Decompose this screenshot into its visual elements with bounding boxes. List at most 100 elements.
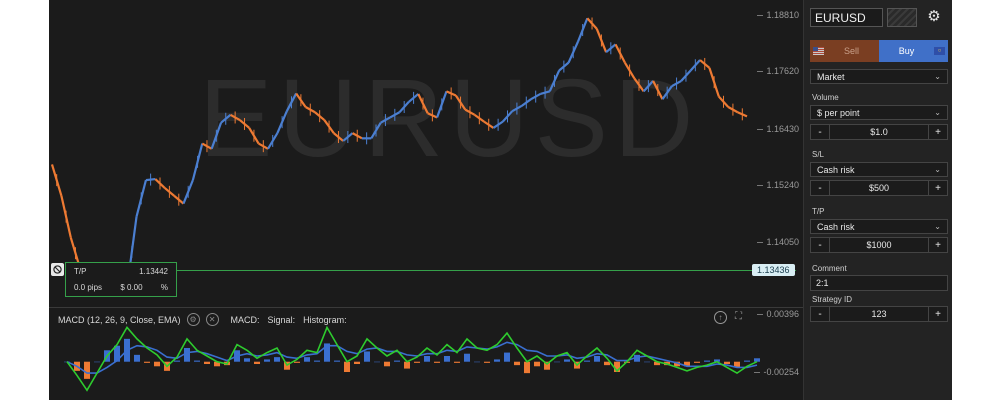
histogram-bar [354,361,360,364]
macd-axis-label: 0.00396 [757,309,799,319]
settings-gear-icon[interactable]: ⚙ [927,8,941,25]
tp-stepper[interactable]: - $1000 + [810,237,948,253]
cancel-tp-icon[interactable] [51,263,64,276]
tp-mode-select[interactable]: Cash risk ⌄ [810,219,948,234]
histogram-bar [364,351,370,362]
volume-stepper[interactable]: - $1.0 + [810,124,948,140]
histogram-bar [384,361,390,367]
tp-box-price: 1.13442 [139,267,168,276]
tp-value[interactable]: $1000 [866,240,892,250]
histogram-bar [504,352,510,362]
sl-label: S/L [812,150,825,159]
histogram-bar [374,361,380,363]
take-profit-line[interactable] [176,270,796,271]
strategy-id-stepper[interactable]: - 123 + [810,306,948,322]
sl-mode-select[interactable]: Cash risk ⌄ [810,162,948,177]
take-profit-box[interactable]: T/P 1.13442 0.0 pips $ 0.00 % [65,262,177,297]
symbol-color-swatch[interactable] [887,8,917,27]
chevron-down-icon: ⌄ [934,72,941,81]
tp-mode-value: Cash risk [817,221,855,232]
tp-box-percent: % [160,283,168,292]
arrow-up-icon[interactable]: ↑ [714,311,727,324]
symbol-watermark: EURUSD [199,57,700,180]
us-flag-icon [813,47,824,55]
histogram-bar [144,361,150,363]
take-profit-price-tag: 1.13436 [752,264,795,276]
pane-divider[interactable] [49,307,803,308]
volume-decrement-button[interactable]: - [811,125,830,139]
symbol-field[interactable]: EURUSD [810,8,883,27]
tp-increment-button[interactable]: + [928,238,947,252]
histogram-bar [654,361,660,366]
histogram-bar [544,361,550,370]
histogram-bar [344,361,350,372]
price-series-svg [50,17,748,288]
macd-series-svg [64,325,760,392]
strategy-id-value[interactable]: 123 [871,309,887,319]
histogram-bar [314,360,320,362]
histogram-bar [134,354,140,362]
tp-label: T/P [812,207,825,216]
gear-icon[interactable]: ⚙ [186,313,200,326]
histogram-bar [494,359,500,362]
signal-line [66,341,758,374]
expand-icon[interactable]: ⛶ [735,311,742,322]
histogram-bar [264,359,270,362]
histogram-bar [734,361,740,368]
tp-box-pips: 0.0 pips [74,283,103,292]
histogram-bar [704,360,710,362]
histogram-bar [554,361,560,363]
histogram-bar [614,361,620,372]
sl-decrement-button[interactable]: - [811,181,830,195]
order-type-select[interactable]: Market ⌄ [810,69,948,84]
histogram-bar [724,361,730,364]
strategy-increment-button[interactable]: + [928,307,947,321]
histogram-bar [434,361,440,363]
volume-mode-value: $ per point [817,107,860,118]
macd-header: MACD (12, 26, 9, Close, EMA) ⚙ ✕ MACD: S… [58,313,347,326]
histogram-bar [644,361,650,363]
histogram-bar [454,361,460,363]
histogram-bar [484,361,490,363]
histogram-bar [154,361,160,367]
histogram-bar [194,360,200,362]
volume-label: Volume [812,93,839,102]
histogram-bar [594,356,600,362]
sl-stepper[interactable]: - $500 + [810,180,948,196]
tp-decrement-button[interactable]: - [811,238,830,252]
volume-mode-select[interactable]: $ per point ⌄ [810,105,948,120]
histogram-bar [674,361,680,367]
volume-value[interactable]: $1.0 [870,127,888,137]
volume-increment-button[interactable]: + [928,125,947,139]
buy-button[interactable]: Buy ○ [879,40,948,62]
macd-axis-label: -0.00254 [754,367,799,377]
macd-title: MACD (12, 26, 9, Close, EMA) [58,314,181,325]
price-axis-label: 1.14050 [757,237,799,247]
macd-line [66,325,758,392]
histogram-bar [174,360,180,362]
histogram-bar [634,354,640,362]
histogram-bar [324,343,330,362]
sl-increment-button[interactable]: + [928,181,947,195]
sell-button[interactable]: Sell [810,40,879,62]
histogram-bar [694,361,700,363]
macd-legend-item: Signal: [267,314,296,325]
price-chart[interactable]: EURUSD 1.18810 1.17620 1.16430 1.15240 1… [49,0,803,400]
histogram-bar [394,360,400,362]
comment-label: Comment [812,264,847,273]
histogram-bar [114,345,120,362]
strategy-decrement-button[interactable]: - [811,307,830,321]
strategy-id-label: Strategy ID [812,295,853,304]
histogram-bar [744,360,750,362]
sl-value[interactable]: $500 [868,183,890,193]
comment-field[interactable]: 2:1 [810,275,948,291]
histogram-bar [244,358,250,362]
macd-legend-item: MACD: [230,314,260,325]
tp-box-cash: $ 0.00 [120,283,143,292]
close-icon[interactable]: ✕ [205,313,219,326]
histogram-bar [754,358,760,362]
price-axis-label: 1.18810 [757,10,799,20]
price-axis-label: 1.16430 [757,124,799,134]
sl-mode-value: Cash risk [817,164,855,175]
price-axis-label: 1.15240 [757,180,799,190]
